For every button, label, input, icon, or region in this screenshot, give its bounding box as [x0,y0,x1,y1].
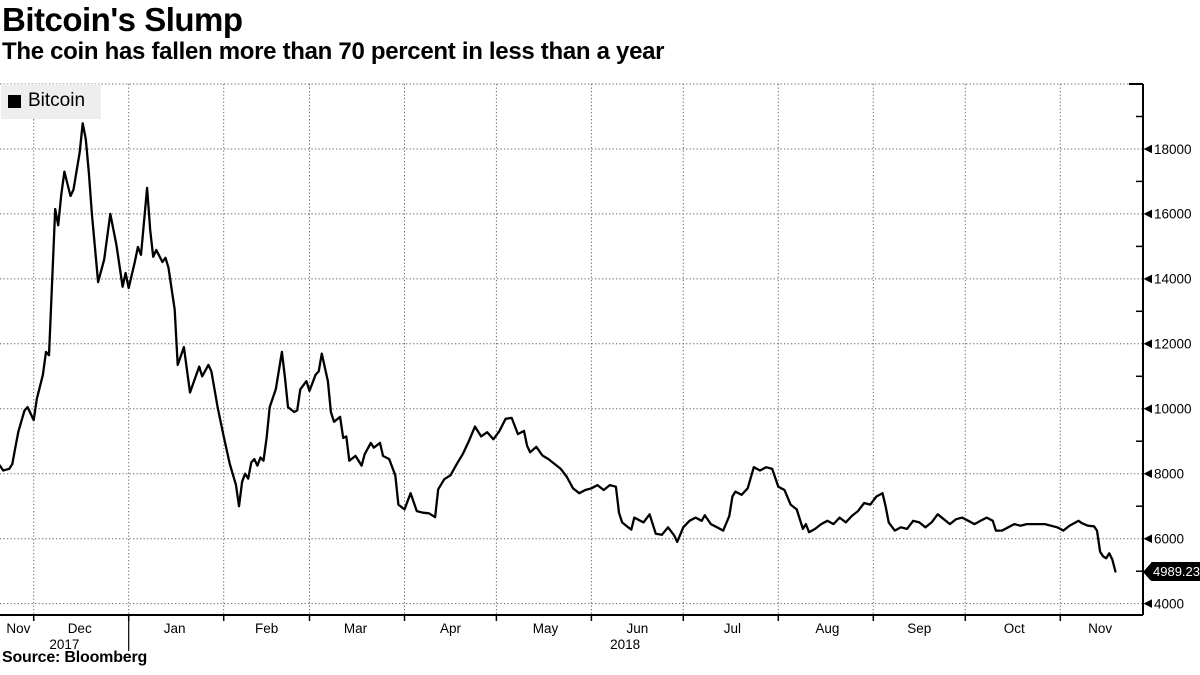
x-month-label: Sep [907,621,931,636]
badge-left-arrow-icon [1143,562,1151,581]
y-tick-arrow-icon [1143,469,1152,478]
y-axis-labels: 4000 6000 8000 10000 12000 14000 16000 18000 [1143,142,1192,611]
x-month-label: Dec [68,621,92,636]
x-month-label: Jan [164,621,186,636]
y-tick-label: 18000 [1154,142,1192,157]
y-tick-arrow-icon [1143,144,1152,154]
y-tick-arrow-icon [1143,404,1152,414]
y-tick-label: 4000 [1154,596,1184,611]
chart-title: Bitcoin's Slump [2,1,243,38]
last-price-value: 4989.23 [1151,562,1200,581]
y-tick-label: 16000 [1154,207,1192,222]
y-tick-label: 8000 [1154,467,1184,482]
y-tick-label: 14000 [1154,272,1192,287]
x-month-label: Mar [344,621,368,636]
bitcoin-price-line [0,122,1117,573]
x-month-label: Apr [440,621,462,636]
y-tick-label: 6000 [1154,532,1184,547]
last-price-badge: 4989.23 [1143,562,1200,581]
y-minor-ticks [1136,115,1143,572]
x-ticks [32,615,1062,651]
x-month-label: Nov [6,621,30,636]
axes [0,83,1144,616]
y-tick-arrow-icon [1143,339,1152,349]
x-month-label: May [533,621,559,636]
x-year-label: 2017 [49,637,79,652]
legend: Bitcoin [1,84,102,119]
chart-subtitle: The coin has fallen more than 70 percent… [2,37,665,65]
x-month-label: Jul [724,621,741,636]
y-tick-arrow-icon [1143,599,1152,608]
legend-marker-square [8,94,21,108]
y-tick-arrow-icon [1143,274,1152,284]
gridlines [0,83,1143,615]
chart-header: Bitcoin's Slump The coin has fallen more… [2,1,665,65]
x-month-label: Feb [255,621,278,636]
y-tick-arrow-icon [1143,534,1152,543]
y-tick-label: 10000 [1154,402,1192,417]
source-label: Source: Bloomberg [2,649,148,666]
y-tick-label: 12000 [1154,337,1192,352]
x-year-label: 2018 [610,637,640,652]
x-month-label: Aug [815,621,839,636]
x-month-label: Jun [627,621,649,636]
y-tick-arrow-icon [1143,209,1152,219]
x-month-label: Nov [1088,621,1112,636]
x-month-label: Oct [1004,621,1025,636]
legend-series-label: Bitcoin [28,90,86,111]
x-axis-labels: Nov Dec Jan Feb Mar Apr May Jun Jul Aug Sep Oct Nov 2… [6,621,1112,652]
